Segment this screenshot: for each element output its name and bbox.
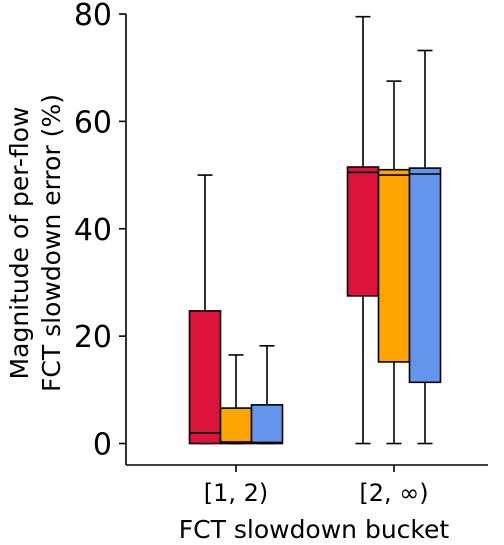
box <box>250 404 284 445</box>
x-tick-label: [2, ∞) <box>359 479 428 507</box>
y-tick-label: 20 <box>74 320 112 355</box>
box-series-2-category-2 <box>377 80 411 445</box>
y-axis-label: Magnitude of per-flow FCT slowdown error… <box>5 94 66 392</box>
x-ticks: [1, 2) [2, ∞) <box>204 465 429 507</box>
box <box>219 407 253 445</box>
box-series-3-category-1 <box>250 345 284 445</box>
box-group <box>188 15 442 445</box>
y-axis-label-line-1: Magnitude of per-flow <box>5 107 34 380</box>
box-series-3-category-2 <box>408 49 442 445</box>
box-series-2-category-1 <box>219 354 253 445</box>
box-series-1-category-2 <box>346 15 380 445</box>
x-tick-label: [1, 2) <box>204 479 269 507</box>
box <box>408 167 442 384</box>
y-axis-label-line-2: FCT slowdown error (%) <box>37 94 66 392</box>
y-tick-label: 0 <box>93 428 112 463</box>
box <box>346 166 380 297</box>
y-ticks: 0 20 40 60 80 <box>74 0 126 463</box>
box-series-1-category-1 <box>188 174 222 445</box>
y-tick-label: 60 <box>74 105 112 140</box>
box <box>377 168 411 363</box>
y-tick-label: 40 <box>74 213 112 248</box>
y-tick-label: 80 <box>74 0 112 33</box>
x-axis-label: FCT slowdown bucket <box>179 515 450 544</box>
box <box>188 310 222 445</box>
